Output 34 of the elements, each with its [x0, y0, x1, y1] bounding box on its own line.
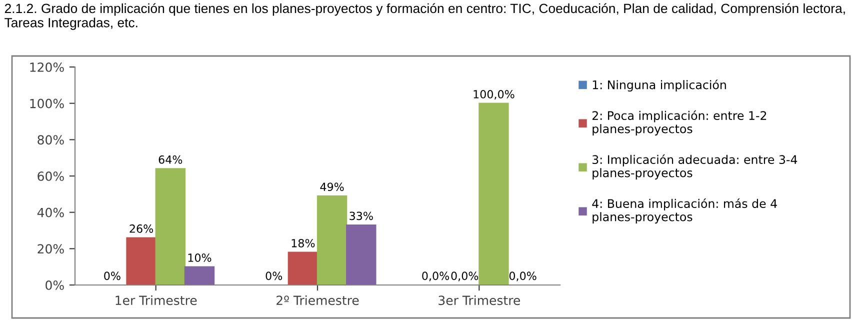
data-label: 18%: [292, 238, 315, 248]
y-tick-label: 120%: [30, 62, 64, 72]
data-label: 0%: [104, 272, 120, 280]
data-label: 0,0%: [509, 272, 536, 282]
y-tick-label: 80%: [38, 135, 64, 145]
data-label: 10%: [188, 254, 212, 262]
legend-label: 1: Ninguna implicación: [592, 80, 726, 92]
legend-label: 3: Implicación adecuada: entre 3-4 planes-proyectos: [592, 154, 798, 180]
x-tick-label: 2º Triemestre: [276, 295, 359, 306]
data-label: 100,0%: [474, 90, 514, 100]
bar: [288, 252, 318, 285]
data-label: 0,0%: [451, 272, 478, 282]
x-tick-label: 1er Trimestre: [116, 295, 197, 306]
data-label: 26%: [130, 224, 154, 233]
data-label: 0%: [266, 272, 282, 280]
y-tick-label: 40%: [37, 208, 64, 218]
data-label: 49%: [320, 182, 344, 192]
y-tick-label: 100%: [30, 98, 64, 108]
bar: [155, 168, 186, 285]
data-label: 0,0%: [422, 272, 450, 282]
bar: [126, 237, 156, 285]
bar: [346, 224, 376, 285]
chart-title: 2.1.2. Grado de implicación que tienes en los planes-proyectos y formación en centro: TIC, Coeducación, Plan de calidad, Comprensión lectora, Tareas Integradas, etc.: [4, 3, 845, 30]
y-tick-label: 60%: [38, 171, 64, 181]
y-tick-label: 20%: [38, 244, 64, 254]
bar: [184, 266, 215, 285]
bar: [316, 195, 348, 285]
legend-label: 2: Poca implicación: entre 1-2 planes-proyectos: [592, 110, 766, 136]
data-label: 64%: [158, 155, 182, 164]
y-tick-label: 0%: [46, 280, 64, 290]
x-tick-label: 3er Trimestre: [438, 295, 520, 306]
data-label: 33%: [350, 212, 373, 220]
legend-label: 4: Buena implicación: más de 4 planes-proyectos: [592, 198, 777, 224]
bar: [478, 102, 509, 285]
